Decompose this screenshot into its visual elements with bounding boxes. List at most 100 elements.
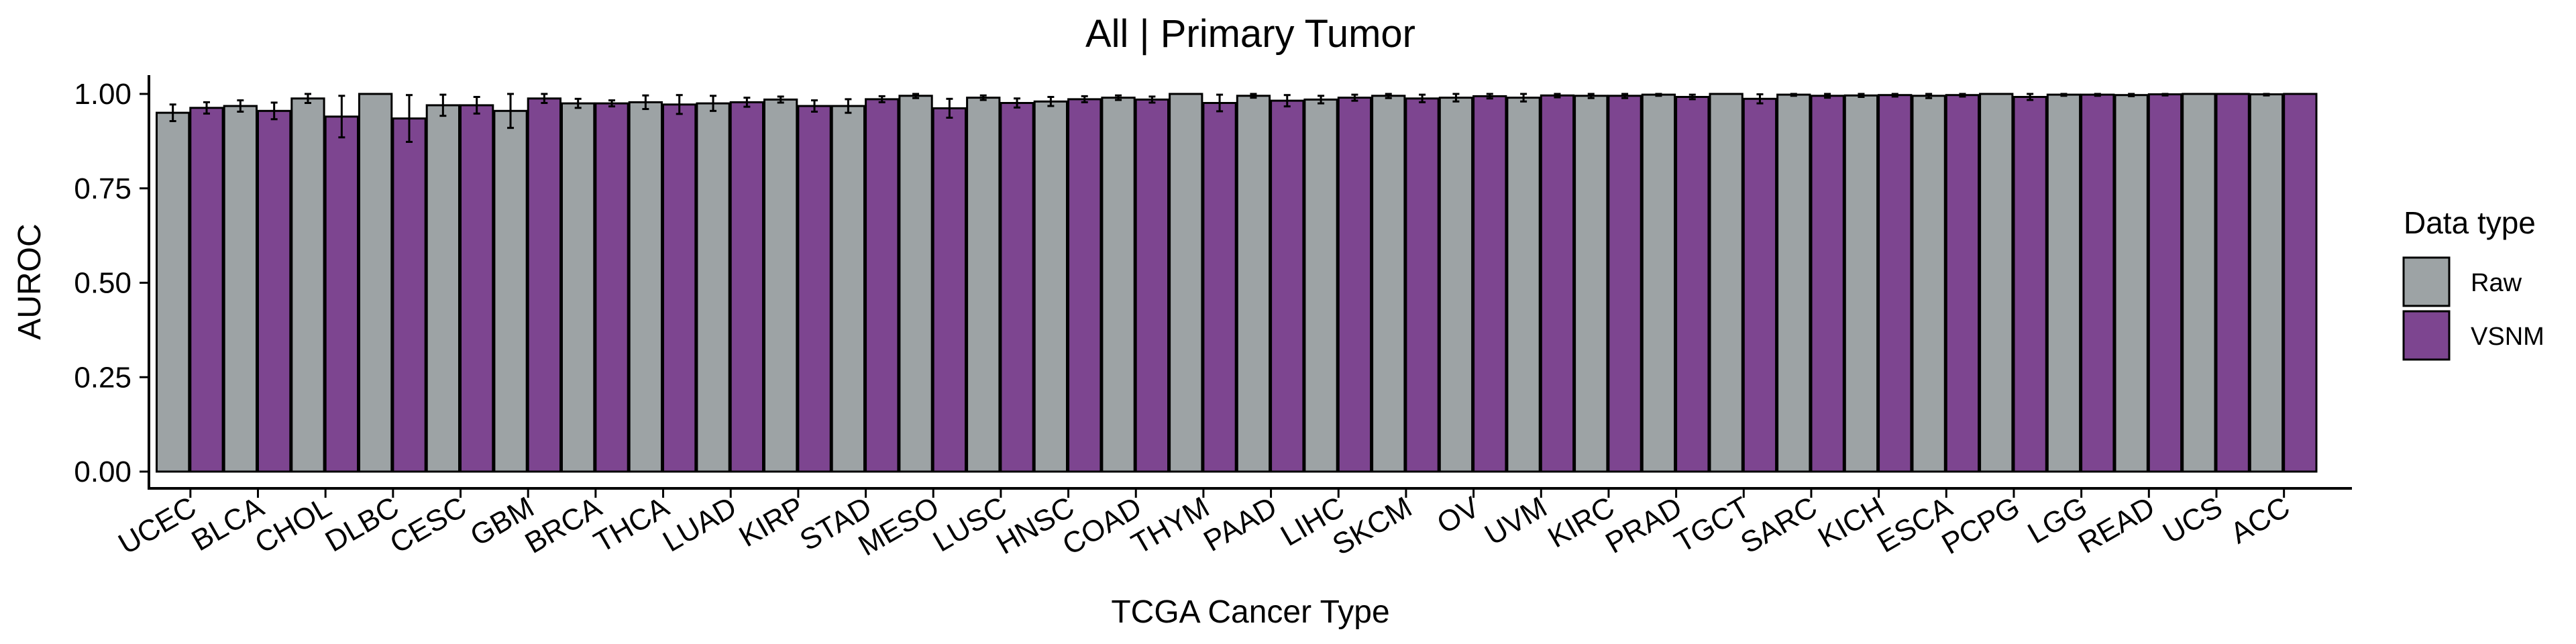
bar-dlbc-vsnm xyxy=(392,117,427,473)
error-bar-uvm-raw xyxy=(1520,93,1527,103)
x-tick-label: TGCT xyxy=(1669,490,1755,559)
error-bar-thca-raw xyxy=(642,94,649,111)
bar-prad-raw xyxy=(1641,93,1676,473)
x-tick-label: LUAD xyxy=(657,490,742,558)
bar-acc-raw xyxy=(2249,93,2284,473)
y-tick-label: 1.00 xyxy=(74,78,131,111)
error-bar-brca-vsnm xyxy=(608,99,616,108)
bar-uvm-raw xyxy=(1506,97,1541,473)
error-bar-ov-vsnm xyxy=(1486,93,1493,100)
error-bar-esca-raw xyxy=(1925,93,1933,99)
x-tick-label: UCS xyxy=(2157,490,2228,550)
error-bar-sarc-vsnm xyxy=(1824,93,1831,99)
error-bar-blca-raw xyxy=(237,99,244,113)
bar-hnsc-raw xyxy=(1033,100,1068,473)
error-bar-hnsc-vsnm xyxy=(1081,95,1088,103)
error-bar-lihc-vsnm xyxy=(1351,93,1358,102)
error-bar-hnsc-raw xyxy=(1047,96,1055,107)
error-bar-kirc-raw xyxy=(1587,93,1595,99)
error-bar-meso-raw xyxy=(912,93,920,99)
legend-swatch xyxy=(2402,310,2451,361)
bar-blca-vsnm xyxy=(257,109,292,473)
error-bar-cesc-vsnm xyxy=(473,96,480,115)
bar-prad-vsnm xyxy=(1675,96,1710,473)
x-tick-label: BLCA xyxy=(186,490,270,557)
bars-layer xyxy=(156,93,2318,473)
error-bar-blca-vsnm xyxy=(270,101,278,121)
bar-luad-vsnm xyxy=(729,101,764,473)
error-bar-tgct-vsnm xyxy=(1756,93,1764,105)
error-bar-lgg-raw xyxy=(2060,93,2068,97)
x-tick-label: PRAD xyxy=(1600,490,1687,560)
error-bar-skcm-raw xyxy=(1385,93,1392,99)
error-bar-esca-vsnm xyxy=(1959,93,1966,98)
y-axis-ticks: 0.00 0.25 0.50 0.75 1.00 xyxy=(74,78,149,488)
bar-coad-vsnm xyxy=(1134,98,1169,473)
error-bar-thca-vsnm xyxy=(676,94,683,115)
y-tick-label: 0.00 xyxy=(74,455,131,488)
bar-kich-vsnm xyxy=(1878,94,1913,473)
x-tick-label: BRCA xyxy=(520,490,608,560)
x-axis-title: TCGA Cancer Type xyxy=(1111,594,1389,630)
error-bar-prad-vsnm xyxy=(1688,93,1696,101)
x-tick-label: SARC xyxy=(1735,490,1823,560)
legend-label: VSNM xyxy=(2471,323,2544,351)
y-axis-title: AUROC xyxy=(12,223,48,339)
bar-cesc-raw xyxy=(425,104,461,473)
x-tick-label: KICH xyxy=(1813,490,1890,554)
error-bar-lusc-raw xyxy=(979,94,987,101)
legend-swatch xyxy=(2402,256,2451,307)
bar-ucs-raw xyxy=(2182,93,2216,473)
x-tick-label: KIRP xyxy=(733,490,809,553)
bar-cesc-vsnm xyxy=(460,104,494,473)
x-tick-label: PCPG xyxy=(1937,490,2025,561)
bar-kirp-raw xyxy=(763,98,798,473)
bar-skcm-vsnm xyxy=(1405,97,1440,473)
error-bar-ov-raw xyxy=(1452,93,1460,103)
bar-lusc-raw xyxy=(966,97,1001,473)
bar-pcpg-raw xyxy=(1979,93,2014,473)
error-bar-kich-vsnm xyxy=(1891,93,1898,98)
error-bar-coad-raw xyxy=(1115,94,1122,101)
error-bar-brca-raw xyxy=(574,97,582,109)
bar-sarc-raw xyxy=(1776,93,1811,473)
error-bars-layer xyxy=(169,93,2270,144)
bar-thym-raw xyxy=(1169,93,1203,473)
error-bar-meso-vsnm xyxy=(946,97,953,119)
error-bar-coad-vsnm xyxy=(1148,95,1156,104)
error-bar-sarc-raw xyxy=(1790,93,1797,97)
bar-acc-vsnm xyxy=(2283,93,2318,473)
legend: Data type Raw VSNM xyxy=(2402,205,2544,361)
bar-thca-vsnm xyxy=(662,103,697,473)
error-bar-lihc-raw xyxy=(1318,95,1325,105)
bar-tgct-raw xyxy=(1709,93,1743,473)
error-bar-stad-raw xyxy=(845,98,852,114)
bar-kirp-vsnm xyxy=(797,105,832,473)
bar-kirc-raw xyxy=(1574,95,1609,473)
error-bar-prad-raw xyxy=(1655,93,1662,97)
legend-title: Data type xyxy=(2404,205,2536,240)
bar-coad-raw xyxy=(1101,97,1136,473)
x-tick-label: OV xyxy=(1432,490,1485,541)
error-bar-paad-vsnm xyxy=(1283,94,1291,108)
error-bar-read-vsnm xyxy=(2161,93,2169,97)
error-bar-read-raw xyxy=(2128,93,2135,97)
bar-brca-vsnm xyxy=(594,102,629,473)
bar-read-raw xyxy=(2114,94,2149,473)
bar-gbm-vsnm xyxy=(527,97,562,473)
y-tick-label: 0.50 xyxy=(74,267,131,300)
x-tick-label: ACC xyxy=(2225,490,2296,550)
error-bar-thym-vsnm xyxy=(1216,93,1224,113)
error-bar-cesc-raw xyxy=(439,93,447,117)
bar-lihc-raw xyxy=(1303,98,1338,473)
error-bar-dlbc-vsnm xyxy=(406,94,413,144)
bar-kirc-vsnm xyxy=(1607,95,1642,473)
y-tick-label: 0.25 xyxy=(74,361,131,394)
error-bar-acc-raw xyxy=(2263,93,2270,97)
bar-luad-raw xyxy=(696,102,731,473)
error-bar-lgg-vsnm xyxy=(2094,93,2101,97)
bar-blca-raw xyxy=(223,105,258,473)
error-bar-pcpg-vsnm xyxy=(2027,93,2034,101)
error-bar-kirc-vsnm xyxy=(1621,93,1629,99)
